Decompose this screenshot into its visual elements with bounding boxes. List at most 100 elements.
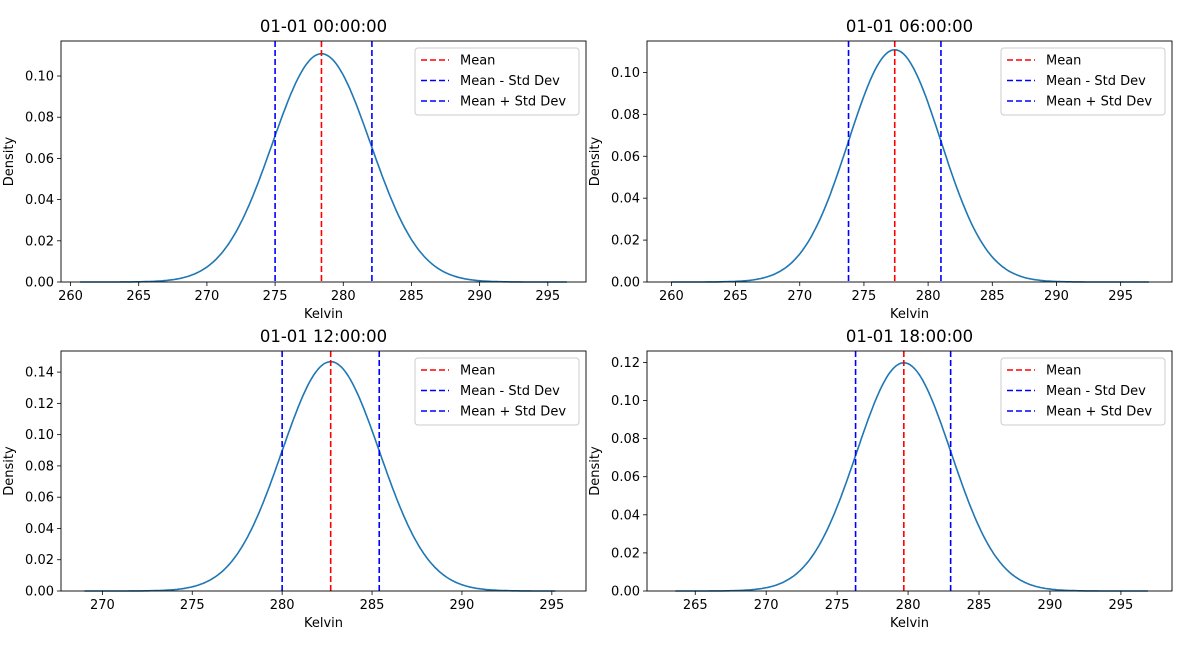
legend-label: Mean + Std Dev	[460, 405, 566, 420]
subplot-4: 265 270 275 280 285 290 295 0.00 0.02 0.04 0.06 0.0…	[588, 327, 1173, 631]
x-tick-label: 275	[180, 598, 205, 613]
x-tick-label: 265	[683, 598, 708, 613]
legend-label: Mean	[1046, 364, 1081, 379]
legend-label: Mean	[460, 364, 495, 379]
x-tick-label: 270	[194, 289, 219, 304]
x-tick-label: 290	[1044, 289, 1069, 304]
x-tick-label: 275	[825, 598, 850, 613]
density-curve	[80, 52, 567, 283]
x-tick-label: 265	[723, 289, 748, 304]
x-tick-label: 270	[90, 598, 115, 613]
y-tick-label: 0.04	[611, 192, 640, 207]
x-tick-label: 290	[1038, 598, 1063, 613]
y-tick-label: 0.00	[25, 276, 54, 291]
legend-label: Mean + Std Dev	[460, 95, 566, 110]
legend-box	[414, 357, 580, 426]
y-tick-label: 0.02	[25, 234, 54, 249]
y-tick-label: 0.10	[25, 428, 54, 443]
x-tick-label: 270	[787, 289, 812, 304]
y-tick-label: 0.10	[25, 70, 54, 85]
y-tick-label: 0.08	[611, 108, 640, 123]
x-axis-label: Kelvin	[304, 616, 343, 631]
axes-frame	[646, 40, 1173, 283]
x-tick-label: 275	[852, 289, 877, 304]
y-tick-label: 0.04	[611, 508, 640, 523]
x-tick-label: 275	[263, 289, 288, 304]
axes-frame	[60, 350, 587, 592]
y-axis-label: Density	[588, 136, 603, 186]
x-tick-label: 280	[331, 289, 356, 304]
density-curve	[84, 360, 556, 592]
legend-label: Mean + Std Dev	[1046, 95, 1152, 110]
y-tick-label: 0.02	[25, 553, 54, 568]
x-tick-label: 295	[539, 598, 564, 613]
y-tick-label: 0.06	[611, 150, 640, 165]
subplot-1: 260 265 270 275 280 285 290 295 0.00 0.02 0.04 0.06…	[2, 17, 587, 322]
legend-box	[1000, 47, 1166, 116]
x-tick-label: 290	[467, 289, 492, 304]
subplot-2: 260 265 270 275 280 285 290 295 0.00 0.02 0.04 0.06…	[588, 17, 1173, 322]
legend-label: Mean	[460, 54, 495, 69]
x-tick-label: 295	[1109, 598, 1134, 613]
y-tick-label: 0.06	[611, 470, 640, 485]
chart-title: 01-01 12:00:00	[260, 327, 387, 346]
y-tick-label: 0.00	[611, 585, 640, 600]
x-axis-label: Kelvin	[890, 616, 929, 631]
y-axis-label: Density	[2, 136, 17, 186]
x-tick-label: 285	[967, 598, 992, 613]
x-axis-label: Kelvin	[304, 307, 343, 322]
x-tick-label: 285	[980, 289, 1005, 304]
density-curve	[675, 361, 1148, 592]
subplot-3: 270 275 280 285 290 295 0.00 0.02 0.04 0.06 0.08 0.…	[2, 327, 587, 631]
axes-frame	[646, 350, 1173, 592]
chart-title: 01-01 06:00:00	[846, 17, 973, 36]
x-tick-label: 260	[659, 289, 684, 304]
y-tick-label: 0.08	[25, 459, 54, 474]
y-tick-label: 0.06	[25, 152, 54, 167]
legend: Mean Mean - Std Dev Mean + Std Dev	[414, 357, 580, 426]
y-tick-label: 0.12	[25, 397, 54, 412]
chart-title: 01-01 00:00:00	[260, 17, 387, 36]
y-tick-label: 0.04	[25, 193, 54, 208]
y-tick-label: 0.08	[611, 432, 640, 447]
x-tick-label: 285	[360, 598, 385, 613]
x-axis-label: Kelvin	[890, 307, 929, 322]
x-tick-label: 270	[754, 598, 779, 613]
legend: Mean Mean - Std Dev Mean + Std Dev	[414, 47, 580, 116]
y-tick-label: 0.00	[611, 276, 640, 291]
legend: Mean Mean - Std Dev Mean + Std Dev	[1000, 47, 1166, 116]
legend: Mean Mean - Std Dev Mean + Std Dev	[1000, 357, 1166, 426]
y-tick-label: 0.06	[25, 491, 54, 506]
legend-label: Mean + Std Dev	[1046, 405, 1152, 420]
y-axis-label: Density	[588, 446, 603, 496]
axes-frame	[60, 40, 587, 283]
x-tick-label: 295	[535, 289, 560, 304]
y-tick-label: 0.02	[611, 234, 640, 249]
legend-label: Mean - Std Dev	[460, 384, 560, 399]
y-tick-label: 0.10	[611, 66, 640, 81]
y-tick-label: 0.10	[611, 394, 640, 409]
x-tick-label: 280	[896, 598, 921, 613]
x-tick-label: 280	[916, 289, 941, 304]
y-tick-label: 0.08	[25, 111, 54, 126]
x-tick-label: 280	[270, 598, 295, 613]
x-tick-label: 290	[450, 598, 475, 613]
y-tick-label: 0.02	[611, 546, 640, 561]
legend-box	[1000, 357, 1166, 426]
legend-label: Mean - Std Dev	[460, 74, 560, 89]
x-tick-label: 260	[58, 289, 83, 304]
y-tick-label: 0.00	[25, 585, 54, 600]
y-tick-label: 0.04	[25, 522, 54, 537]
y-axis-label: Density	[2, 446, 17, 496]
x-tick-label: 285	[399, 289, 424, 304]
y-tick-label: 0.14	[25, 366, 54, 381]
legend-label: Mean - Std Dev	[1046, 384, 1146, 399]
legend-label: Mean - Std Dev	[1046, 74, 1146, 89]
x-tick-label: 265	[126, 289, 151, 304]
x-tick-label: 295	[1108, 289, 1133, 304]
y-tick-label: 0.12	[611, 356, 640, 371]
chart-title: 01-01 18:00:00	[846, 327, 973, 346]
legend-box	[414, 47, 580, 116]
legend-label: Mean	[1046, 54, 1081, 69]
